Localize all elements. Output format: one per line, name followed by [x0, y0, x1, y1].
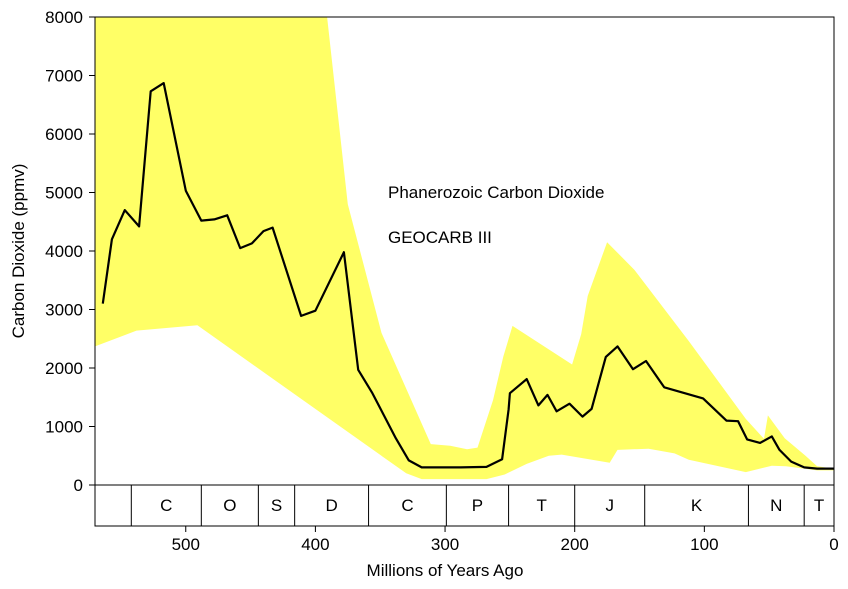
x-axis-label: Millions of Years Ago — [367, 561, 524, 580]
annotation-title: Phanerozoic Carbon Dioxide — [388, 183, 604, 202]
y-tick-label: 0 — [74, 476, 83, 495]
x-tick-label: 300 — [431, 535, 459, 554]
y-tick-label: 2000 — [45, 359, 83, 378]
period-label: O — [223, 496, 236, 515]
y-tick-label: 8000 — [45, 8, 83, 27]
series-line-0 — [101, 81, 834, 470]
y-tick-label: 7000 — [45, 67, 83, 86]
series-line-layer — [101, 81, 834, 470]
y-tick-label: 6000 — [45, 125, 83, 144]
period-label: T — [814, 496, 824, 515]
y-tick-label: 3000 — [45, 301, 83, 320]
period-label: K — [691, 496, 703, 515]
uncertainty-band-layer — [95, 17, 834, 480]
period-label: D — [325, 496, 337, 515]
annotation-model: GEOCARB III — [388, 228, 492, 247]
y-axis-ticks: 0 1000 2000 3000 4000 5000 6000 7000 8000 — [45, 8, 95, 495]
x-tick-label: 100 — [690, 535, 718, 554]
y-axis-label: Carbon Dioxide (ppmv) — [9, 164, 28, 339]
period-strip — [94, 484, 835, 527]
y-tick-label: 4000 — [45, 242, 83, 261]
period-label: C — [160, 496, 172, 515]
period-label: N — [770, 496, 782, 515]
x-tick-label: 400 — [301, 535, 329, 554]
x-tick-label: 200 — [561, 535, 589, 554]
y-tick-label: 1000 — [45, 418, 83, 437]
period-label: P — [472, 496, 483, 515]
uncertainty-band — [95, 17, 834, 480]
x-tick-label: 0 — [829, 535, 838, 554]
period-label: S — [271, 496, 282, 515]
period-label: C — [401, 496, 413, 515]
x-tick-label: 500 — [172, 535, 200, 554]
period-label: J — [605, 496, 614, 515]
x-axis-ticks: 500 400 300 200 100 0 — [172, 526, 839, 554]
y-tick-label: 5000 — [45, 184, 83, 203]
period-label: T — [536, 496, 546, 515]
